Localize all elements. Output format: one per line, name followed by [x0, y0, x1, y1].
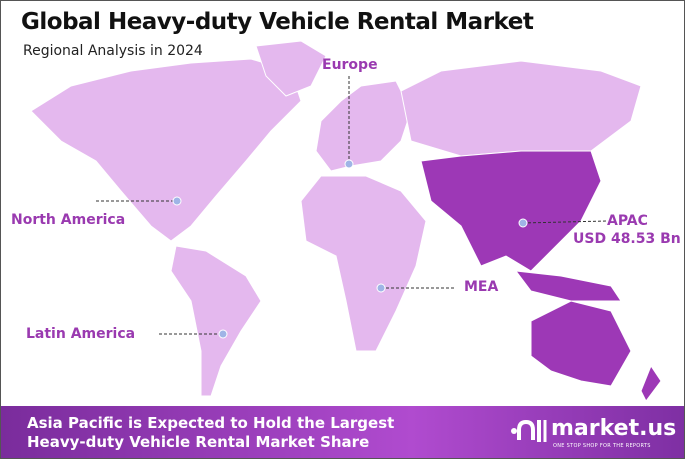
mea-marker	[376, 283, 386, 293]
market-us-logo: market.us ONE STOP SHOP FOR THE REPORTS	[509, 416, 676, 450]
russia-shape	[400, 60, 642, 157]
logo-icon	[511, 419, 547, 442]
footer-banner: Asia Pacific is Expected to Hold the Lar…	[1, 406, 684, 458]
label-europe: Europe	[322, 57, 378, 73]
page-subtitle: Regional Analysis in 2024	[23, 43, 203, 59]
logo-tagline: ONE STOP SHOP FOR THE REPORTS	[553, 443, 651, 449]
africa-shape	[300, 175, 427, 352]
greenland-shape	[255, 40, 327, 97]
apac-leader-line	[522, 220, 607, 224]
label-latin-america: Latin America	[26, 326, 136, 342]
southeast-asia-shape	[514, 270, 622, 302]
footer-line-1: Asia Pacific is Expected to Hold the Lar…	[27, 414, 395, 432]
footer-text: Asia Pacific is Expected to Hold the Lar…	[27, 414, 394, 452]
footer-line-2: Heavy-duty Vehicle Rental Market Share	[27, 433, 370, 451]
label-apac-value: USD 48.53 Bn	[573, 231, 681, 247]
australia-shape	[530, 300, 632, 387]
label-north-america: North America	[11, 212, 126, 228]
north-america-shape	[30, 58, 302, 242]
europe-shape	[315, 80, 412, 172]
europe-marker	[344, 159, 354, 169]
asia-pacific-shape	[420, 150, 602, 272]
label-mea: MEA	[464, 279, 499, 295]
new-zealand-shape	[640, 364, 662, 402]
logo-name: market.us	[551, 416, 677, 441]
north-america-marker	[172, 196, 182, 206]
label-apac: APAC	[607, 213, 648, 229]
latin-america-shape	[170, 245, 262, 397]
page-title: Global Heavy-duty Vehicle Rental Market	[21, 9, 534, 35]
apac-marker	[518, 218, 528, 228]
latin-america-marker	[218, 329, 228, 339]
